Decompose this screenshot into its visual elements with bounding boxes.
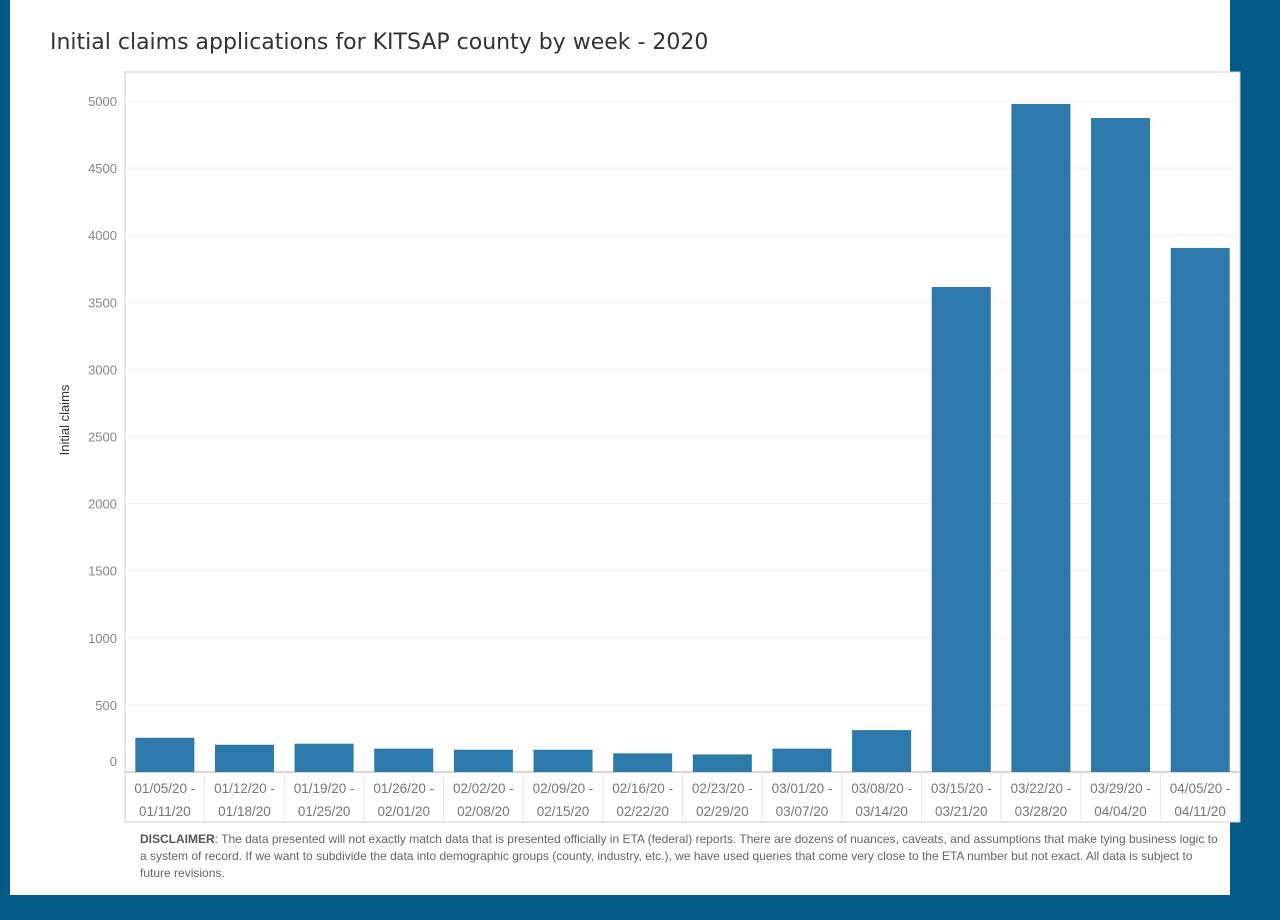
- x-tick-label: 01/26/20 -: [373, 781, 434, 796]
- x-tick-label: 03/29/20 -: [1090, 781, 1151, 796]
- plot-area: [124, 71, 1241, 823]
- x-tick-label: 03/08/20 -: [851, 781, 912, 796]
- x-tick-label: 02/15/20: [537, 804, 590, 819]
- x-tick-label: 01/18/20: [218, 804, 271, 819]
- x-tick-label: 01/05/20 -: [134, 781, 195, 796]
- y-tick-label: 1000: [88, 631, 117, 646]
- x-tick-label: 01/19/20 -: [294, 781, 355, 796]
- x-tick-label: 02/23/20 -: [692, 781, 753, 796]
- x-tick-label: 03/01/20 -: [772, 781, 833, 796]
- x-tick-label: 04/04/20: [1094, 804, 1147, 819]
- x-tick-label: 03/07/20: [776, 804, 829, 819]
- y-tick-label: 3500: [88, 295, 117, 310]
- y-tick-label: 4500: [88, 161, 117, 176]
- x-tick-label: 01/25/20: [298, 804, 351, 819]
- x-tick-label: 02/08/20: [457, 804, 510, 819]
- bar: [1091, 118, 1151, 773]
- bar: [1170, 247, 1230, 773]
- y-tick-label: 0: [110, 754, 117, 769]
- x-tick-label: 01/12/20 -: [214, 781, 275, 796]
- bar: [214, 744, 274, 772]
- disclaimer-label: DISCLAIMER: [140, 832, 215, 846]
- bar: [852, 730, 912, 772]
- x-tick-label: 03/14/20: [855, 804, 908, 819]
- y-tick-label: 1500: [88, 564, 117, 579]
- x-tick-label: 04/05/20 -: [1170, 781, 1231, 796]
- x-tick-label: 02/09/20 -: [533, 781, 594, 796]
- x-tick-label: 02/02/20 -: [453, 781, 514, 796]
- y-axis-label: Initial claims: [57, 384, 72, 455]
- bar: [931, 287, 991, 772]
- bar: [374, 748, 434, 772]
- x-tick-label: 02/29/20: [696, 804, 749, 819]
- bar: [453, 749, 513, 772]
- y-tick-label: 2000: [88, 497, 117, 512]
- y-tick-label: 2500: [88, 430, 117, 445]
- x-tick-label: 03/21/20: [935, 804, 988, 819]
- x-tick-label: 02/22/20: [616, 804, 669, 819]
- bar: [1011, 103, 1071, 773]
- bar: [533, 749, 593, 772]
- x-tick-label: 03/22/20 -: [1010, 781, 1071, 796]
- y-tick-label: 500: [95, 698, 117, 713]
- bar: [692, 754, 752, 772]
- bar: [294, 743, 354, 772]
- x-tick-label: 01/11/20: [139, 804, 191, 819]
- y-tick-label: 3000: [88, 362, 117, 377]
- x-tick-label: 02/16/20 -: [612, 781, 673, 796]
- x-tick-label: 04/11/20: [1174, 804, 1226, 819]
- bar: [135, 737, 195, 772]
- bar: [772, 748, 832, 772]
- x-tick-label: 03/28/20: [1015, 804, 1068, 819]
- chart-title: Initial claims applications for KITSAP c…: [50, 30, 709, 55]
- y-tick-label: 5000: [88, 94, 117, 109]
- x-tick-label: 02/01/20: [377, 804, 430, 819]
- bar: [613, 753, 673, 772]
- disclaimer-text: : The data presented will not exactly ma…: [140, 832, 1218, 880]
- x-tick-label: 03/15/20 -: [931, 781, 992, 796]
- disclaimer: DISCLAIMER: The data presented will not …: [140, 831, 1220, 882]
- y-tick-label: 4000: [88, 228, 117, 243]
